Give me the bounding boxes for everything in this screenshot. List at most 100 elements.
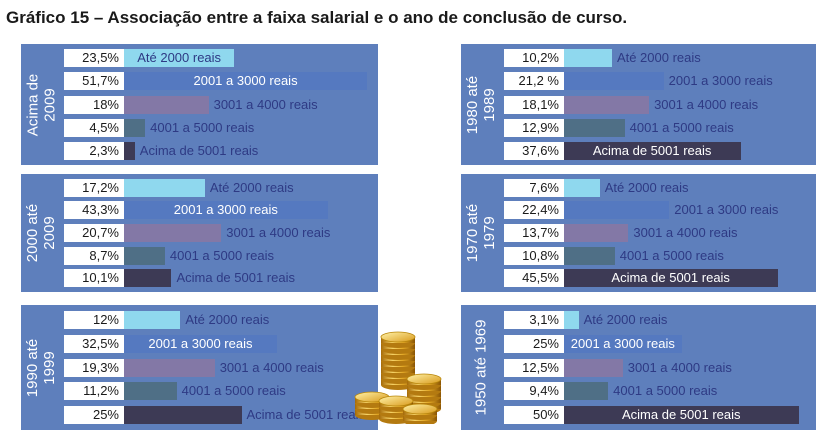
value-label: 43,3% <box>64 201 124 220</box>
chart-panel: 1970 até 1979 7,6% Até 2000 reais 22,4% 2001 … <box>461 174 816 292</box>
bar-row: 37,6% Acima de 5001 reais <box>504 141 816 160</box>
coin-top <box>380 331 416 343</box>
bar-row: 2,3% Acima de 5001 reais <box>64 141 378 160</box>
bar-row: 7,6% Até 2000 reais <box>504 178 816 197</box>
bar-row: 10,8% 4001 a 5000 reais <box>504 246 816 265</box>
value-label: 22,4% <box>504 201 564 220</box>
bar-row: 13,7% 3001 a 4000 reais <box>504 224 816 242</box>
bar-ate-2000 <box>564 178 600 197</box>
category-label: 3001 a 4000 reais <box>654 96 759 112</box>
category-label: Acima de 5001 reais <box>611 270 730 286</box>
bar-ate-2000 <box>564 310 579 329</box>
category-label: 4001 a 5000 reais <box>619 247 724 263</box>
value-label: 18,1% <box>504 95 564 114</box>
bar-row: 32,5% 2001 a 3000 reais <box>64 334 378 353</box>
category-label: Até 2000 reais <box>616 50 701 66</box>
bar-row: 9,4% 4001 a 5000 reais <box>504 382 816 401</box>
category-label: 3001 a 4000 reais <box>219 359 324 375</box>
period-label: 1990 até 1999 <box>24 338 58 396</box>
bar-2001-3000 <box>124 334 277 353</box>
category-label: 4001 a 5000 reais <box>181 383 286 399</box>
bar-row: 50% Acima de 5001 reais <box>504 406 816 425</box>
bar-row: 18,1% 3001 a 4000 reais <box>504 95 816 114</box>
period-label-line: 2009 <box>41 216 59 250</box>
bar-row: 21,2 % 2001 a 3000 reais <box>504 72 816 91</box>
category-label: 4001 a 5000 reais <box>150 119 255 135</box>
value-label: 8,7% <box>64 246 124 265</box>
bar-row: 12,9% 4001 a 5000 reais <box>504 118 816 137</box>
category-label: Até 2000 reais <box>209 179 294 195</box>
bar-4001-5000 <box>564 382 609 401</box>
category-label: Acima de 5001 reais <box>246 407 366 423</box>
bar-2001-3000 <box>124 72 367 91</box>
category-label: 2001 a 3000 reais <box>148 335 253 351</box>
coins-illustration <box>354 331 442 424</box>
bar-2001-3000 <box>564 201 670 220</box>
category-label: 3001 a 4000 reais <box>627 359 732 375</box>
category-label: 2001 a 3000 reais <box>570 335 675 351</box>
category-label: 3001 a 4000 reais <box>226 225 331 240</box>
period-band: Acima de 2009 <box>21 44 61 165</box>
bar-2001-3000 <box>124 201 328 220</box>
period-band: 1950 até 1969 <box>461 305 501 430</box>
bar-row: 11,2% 4001 a 5000 reais <box>64 382 378 401</box>
chart-panel: 1950 até 1969 3,1% Até 2000 reais 25% 2001 a… <box>461 305 816 430</box>
value-label: 3,1% <box>504 310 564 329</box>
period-label: 1970 até 1979 <box>464 204 498 262</box>
bar-row: 10,2% Até 2000 reais <box>504 49 816 68</box>
category-label: 2001 a 3000 reais <box>668 73 773 89</box>
period-label-line: 1990 até <box>24 338 42 397</box>
value-label: 51,7% <box>64 72 124 91</box>
bar-acima-5001 <box>564 269 778 288</box>
bar-4001-5000 <box>564 246 615 265</box>
category-label: Até 2000 reais <box>137 50 222 66</box>
bar-acima-5001 <box>124 269 172 288</box>
chart-panel: 1980 até 1989 10,2% Até 2000 reais 21,2 % 200… <box>461 44 816 165</box>
category-label: 3001 a 4000 reais <box>633 225 738 240</box>
category-label: Acima de 5001 reais <box>592 142 712 158</box>
bar-acima-5001 <box>124 406 242 425</box>
category-label: 2001 a 3000 reais <box>173 202 278 218</box>
period-label-line: 1970 até <box>464 203 482 263</box>
category-label: 4001 a 5000 reais <box>629 119 734 135</box>
value-label: 25% <box>504 334 564 353</box>
value-label: 23,5% <box>64 49 124 68</box>
period-band: 2000 até 2009 <box>21 174 61 292</box>
bar-4001-5000 <box>124 382 177 401</box>
value-label: 11,2% <box>64 382 124 401</box>
chart-panel: 2000 até 2009 17,2% Até 2000 reais 43,3% 2001… <box>21 174 378 292</box>
period-label-line: 1999 <box>41 350 59 385</box>
bar-row: 45,5% Acima de 5001 reais <box>504 269 816 288</box>
bar-row: 51,7% 2001 a 3000 reais <box>64 72 378 91</box>
period-label: 1980 até 1989 <box>464 75 498 133</box>
value-label: 4,5% <box>64 118 124 137</box>
coin-top <box>406 373 442 385</box>
value-label: 10,1% <box>64 269 124 288</box>
period-label: Acima de 2009 <box>24 73 58 136</box>
category-label: 4001 a 5000 reais <box>613 383 718 399</box>
bar-row: 12,5% 3001 a 4000 reais <box>504 358 816 377</box>
chart-panel: 1990 até 1999 12% Até 2000 reais 32,5% 2001 a… <box>21 305 378 430</box>
period-label-line: 1980 até <box>464 75 482 134</box>
value-label: 10,2% <box>504 49 564 68</box>
bar-row: 23,5% Até 2000 reais <box>64 49 378 68</box>
category-label: 4001 a 5000 reais <box>169 247 274 263</box>
period-band: 1990 até 1999 <box>21 305 61 430</box>
bar-4001-5000 <box>124 118 146 137</box>
coin-top <box>402 403 438 415</box>
bar-4001-5000 <box>564 118 625 137</box>
category-label: 2001 a 3000 reais <box>674 202 779 218</box>
bar-row: 18% 3001 a 4000 reais <box>64 95 378 114</box>
period-band: 1970 até 1979 <box>461 174 501 292</box>
period-label-line: 1979 <box>481 216 499 250</box>
bar-row: 10,1% Acima de 5001 reais <box>64 269 378 288</box>
value-label: 10,8% <box>504 246 564 265</box>
period-band: 1980 até 1989 <box>461 44 501 165</box>
value-label: 13,7% <box>504 224 564 242</box>
coin-top <box>378 395 414 407</box>
value-label: 20,7% <box>64 224 124 242</box>
value-label: 25% <box>64 406 124 425</box>
bar-3001-4000 <box>124 95 209 114</box>
category-label: 3001 a 4000 reais <box>213 96 318 112</box>
category-label: Até 2000 reais <box>185 311 270 327</box>
